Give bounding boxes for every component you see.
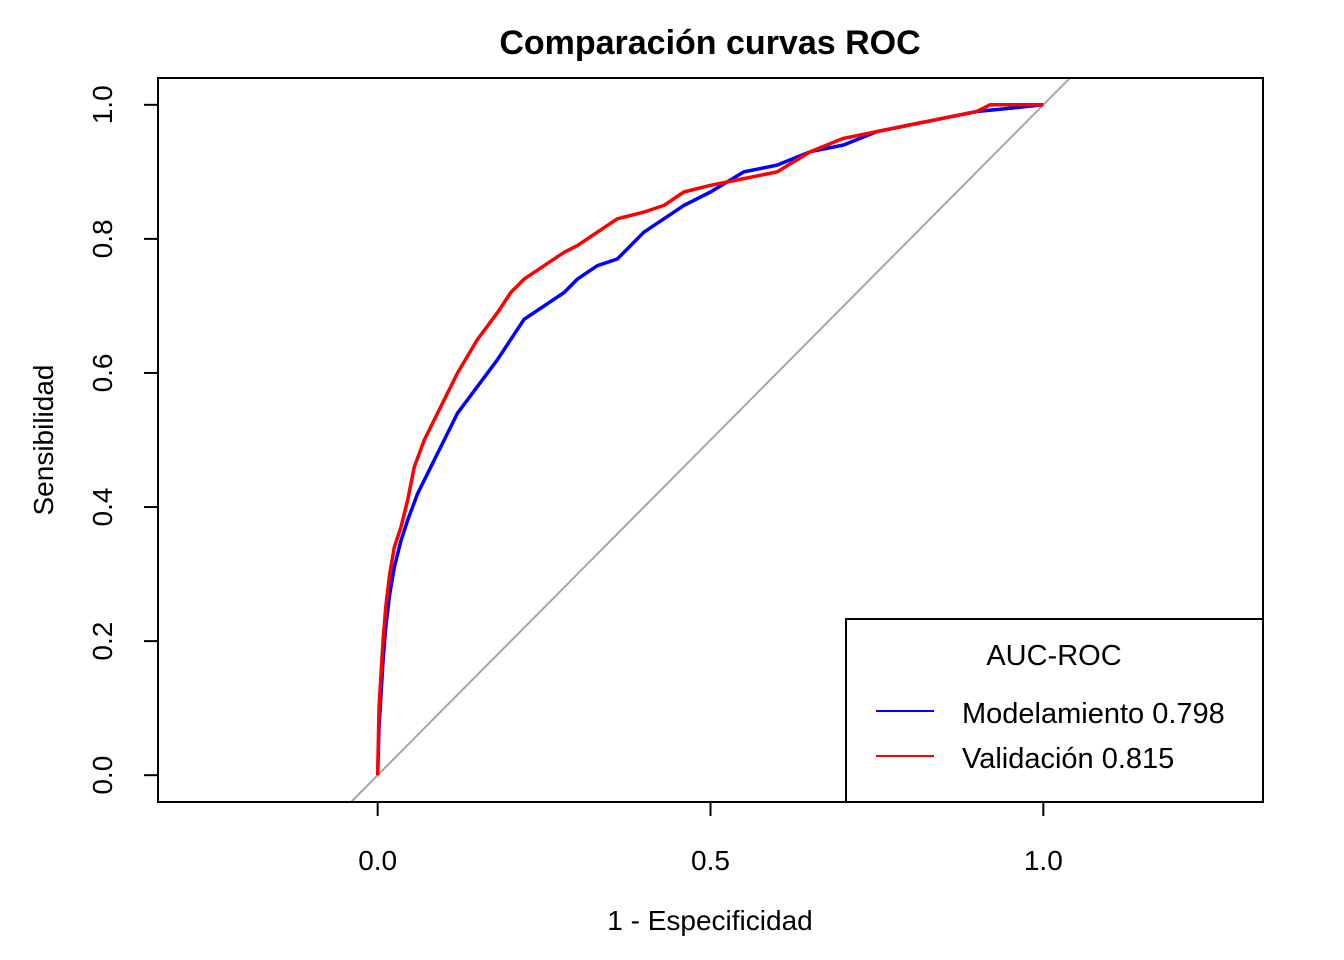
x-tick-label: 0.5 <box>691 845 730 876</box>
y-tick-label: 0.0 <box>87 756 118 795</box>
x-axis-label: 1 - Especificidad <box>607 905 812 936</box>
x-tick-label: 0.0 <box>358 845 397 876</box>
series-line-1 <box>375 103 1044 776</box>
y-tick-label: 0.2 <box>87 622 118 661</box>
legend-label-modelamiento: Modelamiento 0.798 <box>962 698 1225 730</box>
legend-label-validacion: Validación 0.815 <box>962 743 1174 775</box>
y-tick-label: 1.0 <box>87 85 118 124</box>
reference-diagonal-line <box>349 78 1072 802</box>
legend: AUC-ROC Modelamiento 0.798 Validación 0.… <box>845 618 1264 803</box>
y-tick-label: 0.8 <box>87 219 118 258</box>
chart-title: Comparación curvas ROC <box>499 24 920 62</box>
x-tick-label: 1.0 <box>1024 845 1063 876</box>
series-line-0 <box>375 103 1044 776</box>
y-axis-label: Sensibilidad <box>28 365 59 516</box>
y-tick-label: 0.6 <box>87 353 118 392</box>
legend-title: AUC-ROC <box>986 640 1121 672</box>
y-tick-label: 0.4 <box>87 488 118 527</box>
